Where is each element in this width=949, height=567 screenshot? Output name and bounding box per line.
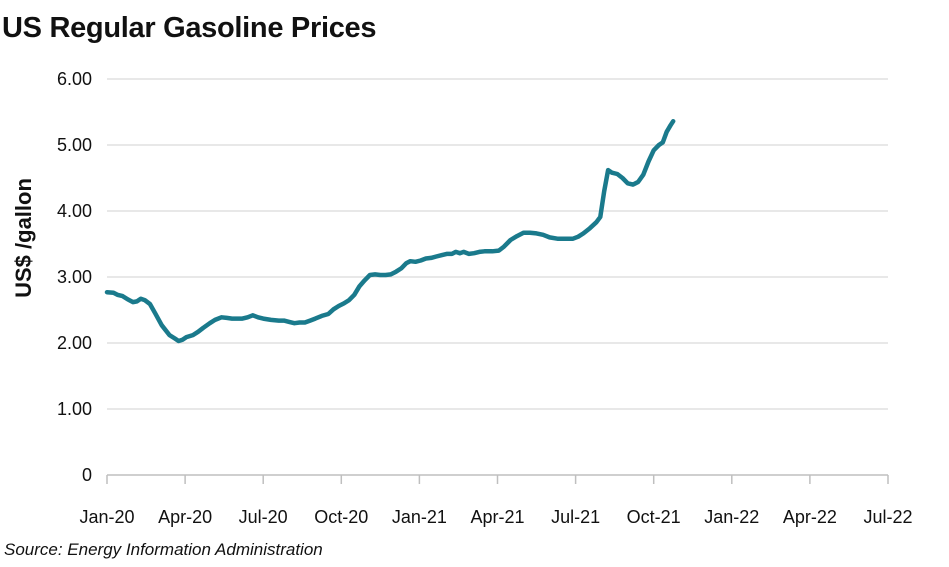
x-tick-label: Jul-22 [863, 507, 912, 527]
x-tick-label: Apr-22 [783, 507, 837, 527]
y-tick-label: 6.00 [57, 69, 92, 89]
y-tick-label: 5.00 [57, 135, 92, 155]
x-tick-label: Oct-20 [314, 507, 368, 527]
x-tick-label: Jan-22 [704, 507, 759, 527]
x-axis-ticks: Jan-20 Apr-20 Jul-20 Oct-20 Jan-21 Apr-21 Jul-… [79, 475, 913, 527]
y-tick-label: 4.00 [57, 201, 92, 221]
source-note: Source: Energy Information Administratio… [4, 540, 323, 559]
x-tick-label: Oct-21 [627, 507, 681, 527]
x-tick-label: Apr-20 [158, 507, 212, 527]
x-tick-label: Jul-21 [551, 507, 600, 527]
x-tick-label: Jan-20 [79, 507, 134, 527]
y-axis-ticks: 0 1.00 2.00 3.00 4.00 5.00 6.00 [57, 69, 92, 485]
y-axis-label: US$ /gallon [11, 178, 36, 298]
chart-title: US Regular Gasoline Prices [2, 12, 377, 44]
y-tick-label: 0 [82, 465, 92, 485]
series-lines [104, 118, 676, 344]
gridlines [107, 78, 888, 476]
y-tick-label: 2.00 [57, 333, 92, 353]
y-tick-label: 3.00 [57, 267, 92, 287]
x-tick-label: Apr-21 [470, 507, 524, 527]
y-tick-label: 1.00 [57, 399, 92, 419]
series-line [104, 118, 676, 344]
x-tick-label: Jul-20 [239, 507, 288, 527]
x-tick-label: Jan-21 [392, 507, 447, 527]
